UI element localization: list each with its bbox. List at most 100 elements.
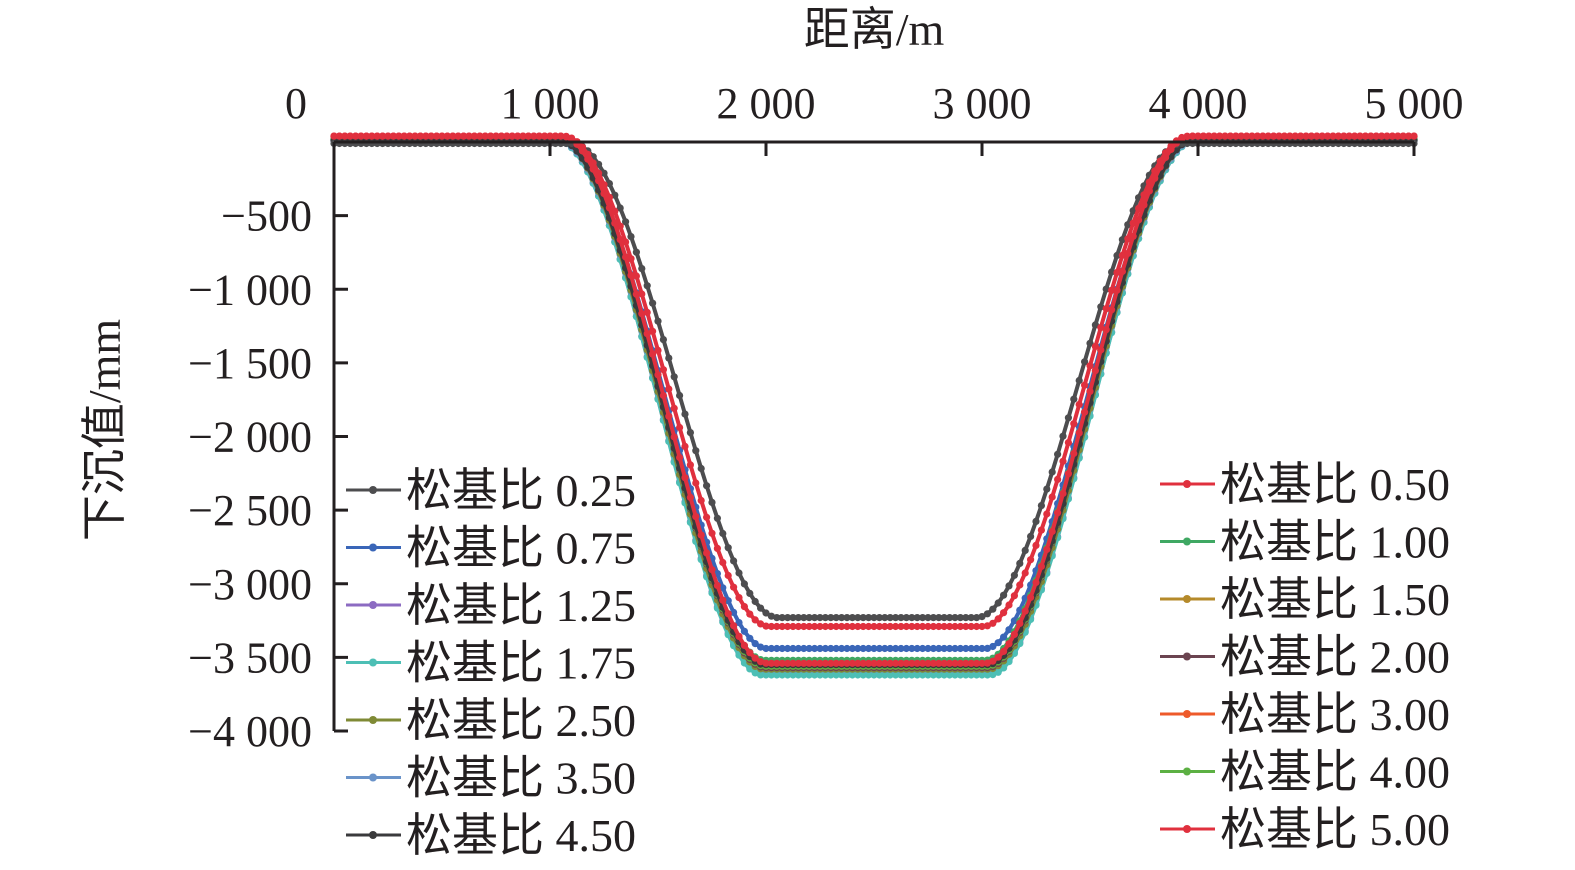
series-marker	[1027, 556, 1035, 564]
series-marker	[784, 659, 792, 667]
series-marker	[875, 659, 884, 667]
series-marker	[654, 317, 662, 325]
series-marker	[989, 619, 997, 627]
series-marker	[1054, 509, 1062, 517]
series-marker	[724, 571, 732, 580]
series-marker	[746, 610, 754, 618]
series-marker	[838, 659, 846, 667]
series-marker	[854, 644, 862, 653]
series-marker	[886, 659, 894, 667]
series-marker	[935, 671, 943, 679]
series-marker	[973, 659, 981, 667]
series-marker	[535, 132, 543, 140]
series-marker	[859, 659, 867, 667]
series-marker	[1194, 132, 1202, 140]
series-marker	[497, 132, 505, 140]
legend-swatch-marker	[369, 773, 377, 782]
series-marker	[503, 132, 511, 140]
series-marker	[870, 644, 878, 653]
series-marker	[1102, 285, 1110, 293]
series-marker	[978, 644, 986, 653]
series-marker	[989, 657, 997, 665]
series-marker	[1210, 132, 1218, 140]
series-marker	[854, 671, 862, 679]
series-marker	[1151, 174, 1159, 182]
series-marker	[865, 644, 873, 653]
series-marker	[730, 622, 738, 630]
series-marker	[1259, 132, 1267, 140]
series-marker	[773, 671, 781, 679]
series-marker	[886, 671, 894, 679]
series-marker	[935, 622, 943, 631]
series-marker	[962, 644, 970, 653]
series-marker	[794, 614, 803, 622]
series-marker	[865, 614, 873, 622]
series-marker	[438, 132, 446, 140]
legend-item: 松基比 0.75	[346, 523, 636, 574]
series-marker	[643, 308, 651, 316]
series-marker	[811, 644, 819, 653]
series-marker	[508, 132, 516, 140]
x-tick-label: 4 000	[1149, 79, 1248, 128]
legend-swatch-marker	[369, 831, 377, 839]
series-marker	[816, 614, 824, 622]
series-marker	[983, 610, 992, 618]
legend-item: 松基比 1.50	[1160, 574, 1450, 625]
series-marker	[816, 671, 824, 679]
series-marker	[848, 659, 857, 667]
series-marker	[973, 671, 981, 679]
series-marker	[951, 671, 959, 679]
series-marker	[1113, 268, 1121, 277]
series-marker	[832, 659, 840, 667]
series-marker	[784, 644, 792, 653]
legend-swatch-marker	[369, 716, 377, 724]
series-marker	[908, 644, 916, 653]
y-tick-label: −500	[221, 192, 312, 241]
series-marker	[789, 622, 797, 631]
series-marker	[1054, 450, 1062, 458]
series-marker	[859, 671, 867, 679]
series-marker	[832, 614, 840, 622]
series-marker	[929, 659, 938, 667]
series-marker	[913, 671, 921, 679]
series-marker	[811, 671, 819, 679]
series-marker	[373, 132, 381, 140]
series-marker	[740, 641, 749, 650]
series-marker	[654, 346, 662, 354]
series-marker	[1145, 187, 1153, 195]
series-marker	[843, 659, 851, 667]
series-marker	[811, 614, 819, 622]
series-marker	[703, 482, 711, 490]
legend-label: 松基比 1.25	[406, 580, 636, 631]
series-marker	[1027, 532, 1035, 541]
series-marker	[881, 659, 889, 667]
series-marker	[1378, 132, 1386, 140]
series-marker	[994, 668, 1002, 676]
series-marker	[1032, 578, 1040, 587]
series-marker	[411, 132, 419, 140]
series-marker	[1248, 132, 1256, 140]
series-marker	[1016, 559, 1024, 568]
legend-swatch-marker	[369, 658, 377, 667]
series-marker	[935, 659, 943, 667]
series-marker	[492, 132, 500, 140]
series-marker	[816, 659, 824, 667]
series-marker	[335, 132, 343, 140]
series-marker	[1097, 303, 1105, 311]
series-marker	[1010, 592, 1019, 600]
series-marker	[600, 190, 608, 198]
series-marker	[870, 622, 878, 631]
series-marker	[1064, 439, 1072, 447]
series-marker	[924, 644, 932, 653]
series-marker	[1410, 132, 1418, 140]
series-marker	[1183, 132, 1191, 141]
series-marker	[713, 514, 722, 522]
series-marker	[946, 622, 954, 631]
series-marker	[778, 622, 786, 631]
legend-label: 松基比 3.50	[406, 753, 636, 804]
legend-item: 松基比 5.00	[1160, 804, 1450, 855]
series-marker	[1075, 376, 1083, 385]
series-marker	[778, 614, 786, 622]
series-marker	[697, 531, 705, 539]
series-marker	[967, 671, 975, 679]
